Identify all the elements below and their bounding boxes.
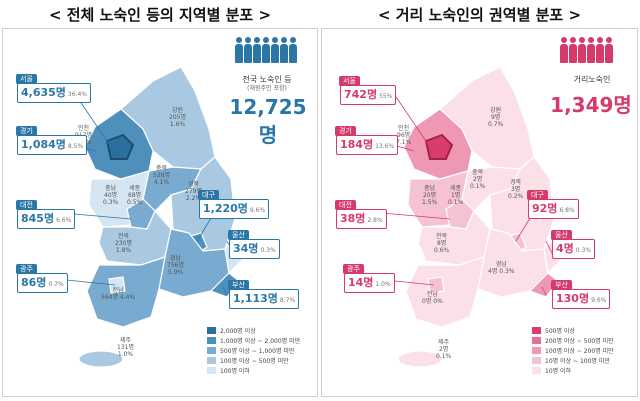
right-total-label: 거리노숙인: [573, 75, 611, 84]
left-total-label: 전국 노숙인 등 (재원주민 포함): [242, 75, 292, 92]
people-icon: [235, 37, 297, 63]
label-sejong: 세종 1명 0.1%: [448, 185, 464, 206]
region-gwangju: [427, 276, 445, 294]
right-title: < 거리 노숙인의 권역별 분포 >: [377, 6, 582, 24]
legend-item: 100명 이하: [207, 365, 300, 375]
label-jeonnam: 전남 0명 0%: [422, 291, 443, 305]
region-seoul: [105, 133, 135, 160]
region-gwangju: [108, 276, 126, 294]
region-seoul: [424, 133, 454, 160]
region-jeonnam: [86, 256, 166, 328]
callout-daegu: 대구 92명 6.8%: [527, 190, 579, 219]
label-gangwon: 강원 205명 1.6%: [169, 107, 186, 128]
people-icon: [560, 37, 613, 63]
label-jeonnam: 전남 564명 4.4%: [101, 287, 136, 301]
left-total-value: 12,725명: [229, 95, 307, 147]
callout-gwangju: 광주 14명 1.0%: [343, 264, 395, 293]
callout-gwangju: 광주 86명 0.7%: [16, 264, 68, 293]
label-gangwon: 강원 9명 0.7%: [488, 107, 504, 128]
left-legend: 2,000명 이상 1,000명 이상 ~ 2,000명 미만 500명 이상 …: [207, 325, 300, 375]
callout-daegu: 대구 1,220명 9.6%: [198, 190, 270, 219]
label-jeonbuk: 전북 8명 0.6%: [434, 233, 450, 254]
legend-item: 200명 이상 ~ 500명 미만: [532, 335, 614, 345]
left-korea-map: [56, 66, 244, 368]
legend-item: 10명 이하: [532, 365, 614, 375]
callout-daejeon: 대전 38명 2.8%: [335, 200, 387, 229]
callout-seoul: 서울 742명 55%: [339, 76, 397, 105]
label-gyeongbuk: 경북 3명 0.2%: [508, 179, 524, 200]
callout-ulsan: 울산 34명 0.3%: [228, 230, 280, 259]
region-jeonnam: [405, 256, 485, 328]
legend-item: 2,000명 이상: [207, 325, 300, 335]
label-jeonbuk: 전북 230명 1.8%: [115, 233, 132, 254]
label-chungbuk: 충북 2명 0.1%: [470, 169, 486, 190]
legend-item: 100명 이상 ~ 500명 미만: [207, 355, 300, 365]
legend-item: 500명 이상 ~ 1,000명 미만: [207, 345, 300, 355]
label-chungnam: 충남 20명 1.5%: [422, 185, 438, 206]
label-chungnam: 충남 40명 0.3%: [103, 185, 119, 206]
label-jeju: 제주 2명 0.1%: [436, 339, 452, 360]
label-gyeongnam: 경남 756명 5.9%: [167, 255, 184, 276]
right-korea-map: [375, 66, 563, 368]
callout-gyeonggi: 경기 1,084명 8.5%: [16, 126, 88, 155]
legend-item: 100명 이상 ~ 200명 미만: [532, 345, 614, 355]
right-total-value: 1,349명: [550, 93, 632, 117]
callout-ulsan: 울산 4명 0.3%: [551, 230, 596, 259]
legend-item: 500명 이상: [532, 325, 614, 335]
callout-seoul: 서울 4,635명 36.4%: [16, 74, 91, 103]
right-map-panel: 인천 96명 7.1% 강원 9명 0.7% 충북 2명 0.1% 충남 20명 1.5% 세종…: [321, 28, 638, 397]
callout-daejeon: 대전 845명 6.6%: [16, 200, 76, 229]
label-incheon: 인천 96명 7.1%: [396, 125, 412, 146]
label-gyeongbuk: 경북 279명 2.2%: [185, 181, 202, 202]
legend-item: 10명 이상 ~ 100명 미만: [532, 355, 614, 365]
callout-busan: 부산 1,113명 8.7%: [228, 280, 300, 309]
region-jeju: [397, 350, 443, 368]
callout-gyeonggi: 경기 184명 13.6%: [335, 126, 399, 155]
legend-item: 1,000명 이상 ~ 2,000명 미만: [207, 335, 300, 345]
callout-busan: 부산 130명 9.6%: [551, 280, 611, 309]
label-jeju: 제주 131명 1.0%: [117, 337, 134, 358]
left-title: < 전체 노숙인 등의 지역별 분포 >: [48, 6, 272, 24]
right-legend: 500명 이상 200명 이상 ~ 500명 미만 100명 이상 ~ 200명…: [532, 325, 614, 375]
label-chungbuk: 충북 528명 4.1%: [153, 165, 170, 186]
label-gyeongnam: 경남 4명 0.3%: [488, 261, 515, 275]
region-jeju: [78, 350, 124, 368]
label-sejong: 세종 68명 0.5%: [127, 185, 143, 206]
